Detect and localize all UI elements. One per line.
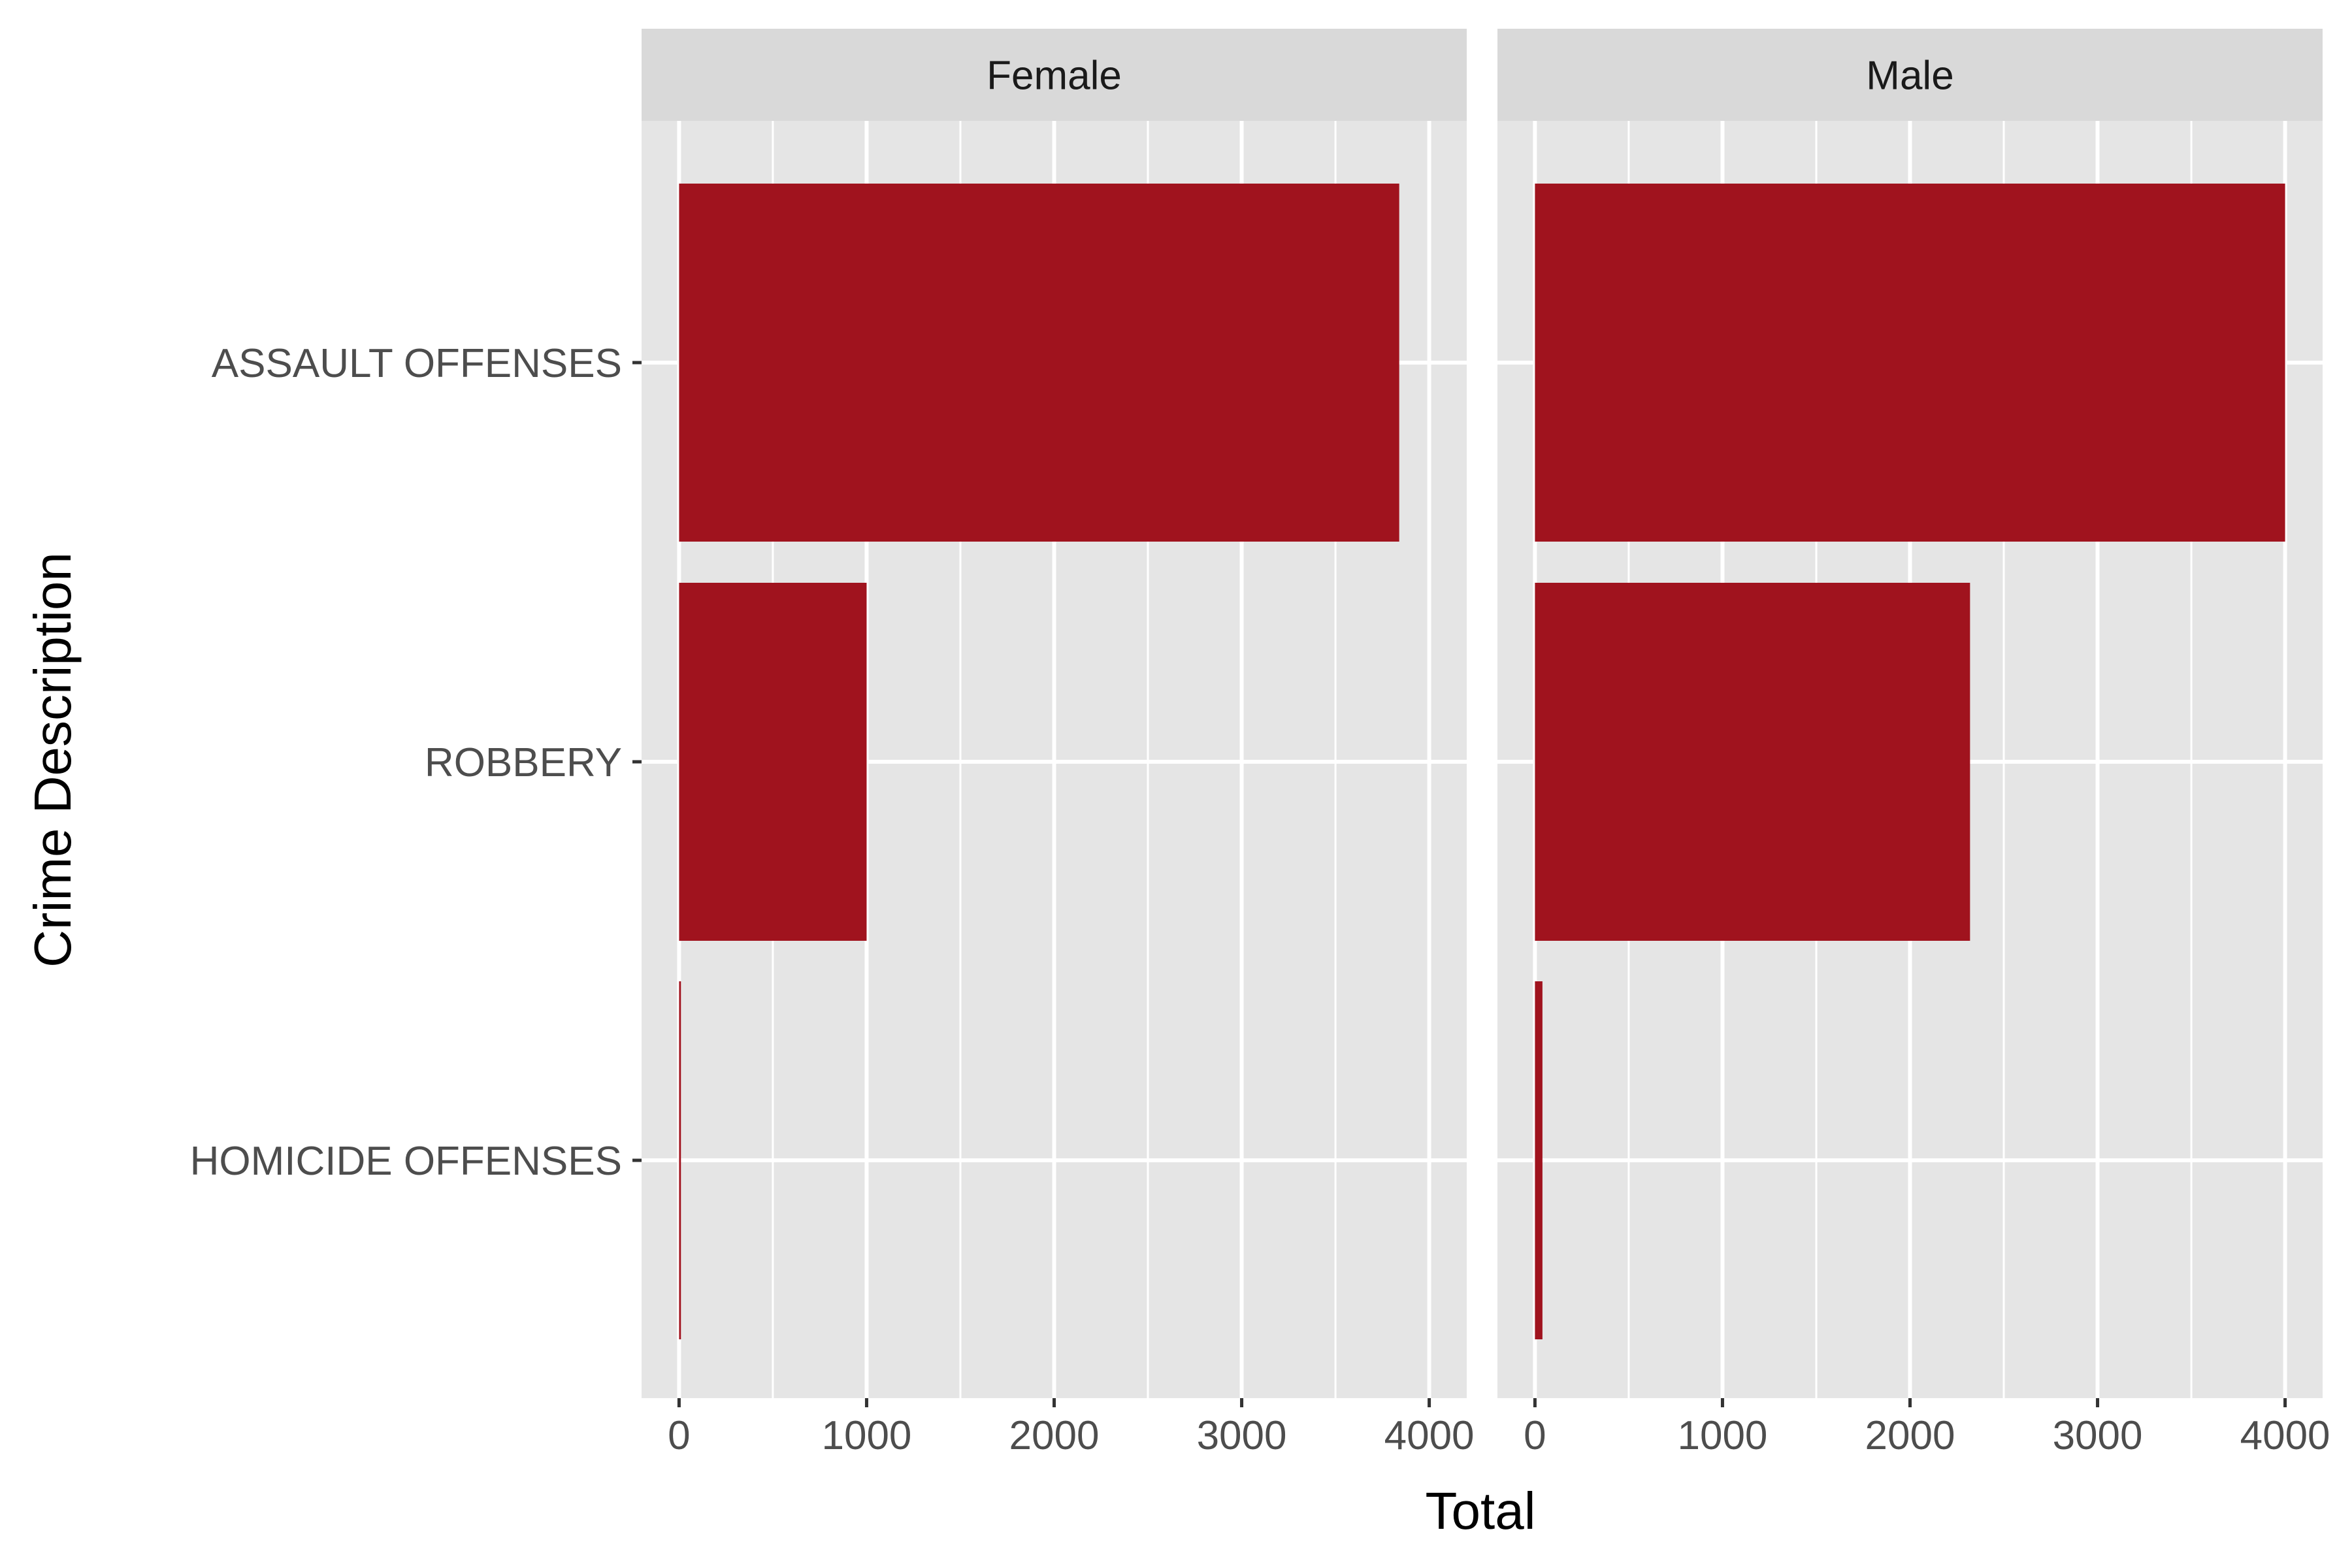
strip-label-female: Female	[987, 54, 1122, 99]
strip-male	[1497, 29, 2323, 121]
bar-male-homicide-offenses	[1535, 981, 1543, 1339]
strip-female	[642, 29, 1467, 121]
bar-male-robbery	[1535, 583, 1970, 941]
x-tick-label-female: 0	[668, 1413, 690, 1458]
y-tick-label: ASSAULT OFFENSES	[212, 341, 622, 386]
y-axis-title: Crime Description	[24, 552, 82, 968]
x-tick-label-male: 1000	[1677, 1413, 1767, 1458]
x-tick-label-male: 4000	[2240, 1413, 2330, 1458]
bar-female-robbery	[679, 583, 867, 941]
x-tick-label-female: 2000	[1009, 1413, 1100, 1458]
bar-female-assault-offenses	[679, 184, 1399, 542]
panels-layer: Female 0 1000 2000 3000 4000 Male 0 1000 2000 3000…	[190, 29, 2330, 1458]
x-tick-label-female: 4000	[1384, 1413, 1475, 1458]
x-axis-title: Total	[1426, 1482, 1536, 1540]
x-tick-label-female: 1000	[821, 1413, 911, 1458]
bar-male-assault-offenses	[1535, 184, 2285, 542]
y-tick-label: HOMICIDE OFFENSES	[190, 1139, 622, 1184]
y-tick-label: ROBBERY	[425, 740, 622, 785]
strip-label-male: Male	[1866, 54, 1953, 99]
x-tick-label-female: 3000	[1197, 1413, 1287, 1458]
bar-female-homicide-offenses	[679, 981, 681, 1339]
x-tick-label-male: 3000	[2053, 1413, 2143, 1458]
x-tick-label-male: 2000	[1865, 1413, 1955, 1458]
x-tick-label-male: 0	[1524, 1413, 1546, 1458]
